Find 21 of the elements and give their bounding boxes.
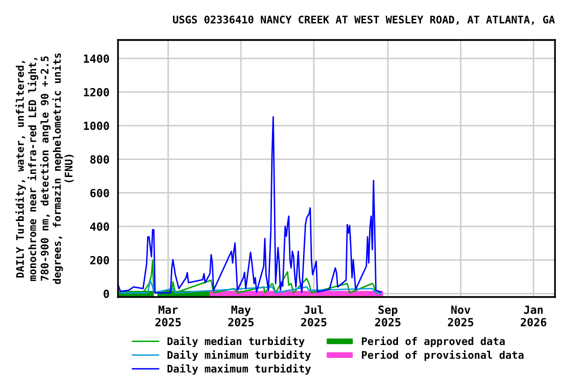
y-tick-label: 0 xyxy=(104,290,109,298)
chart-title: USGS 02336410 NANCY CREEK AT WEST WESLEY ROAD, AT ATLANTA, GA xyxy=(173,16,555,25)
y-axis-title: DAILY Turbidity, water, unfiltered, monochrome near infra-red LED light, 780-900 nm, detection angle 90 +-2.5 degrees, formazin nephelometric units (FNU) xyxy=(15,53,74,284)
legend-label: Daily maximum turbidity xyxy=(168,364,311,375)
y-tick-label: 1000 xyxy=(84,122,109,130)
y-tick-label: 1200 xyxy=(84,88,109,96)
y-tick-label: 200 xyxy=(90,256,109,264)
x-tick-label: Sep 2025 xyxy=(375,306,400,326)
legend-label: Period of provisional data xyxy=(362,350,524,361)
legend-label: Period of approved data xyxy=(362,336,505,348)
y-tick-label: 400 xyxy=(90,222,109,231)
legend-label: Daily median turbidity xyxy=(168,336,305,348)
x-tick-label: Jan 2026 xyxy=(520,306,546,326)
y-tick-label: 800 xyxy=(90,155,109,164)
x-tick-label: Mar 2025 xyxy=(155,306,181,326)
x-tick-label: Nov 2025 xyxy=(448,306,474,326)
x-tick-label: May 2025 xyxy=(228,306,254,326)
y-tick-label: 1400 xyxy=(84,54,109,63)
y-tick-label: 600 xyxy=(90,188,109,198)
legend-label: Daily minimum turbidity xyxy=(168,350,311,361)
x-tick-label: Jul 2025 xyxy=(301,305,326,326)
